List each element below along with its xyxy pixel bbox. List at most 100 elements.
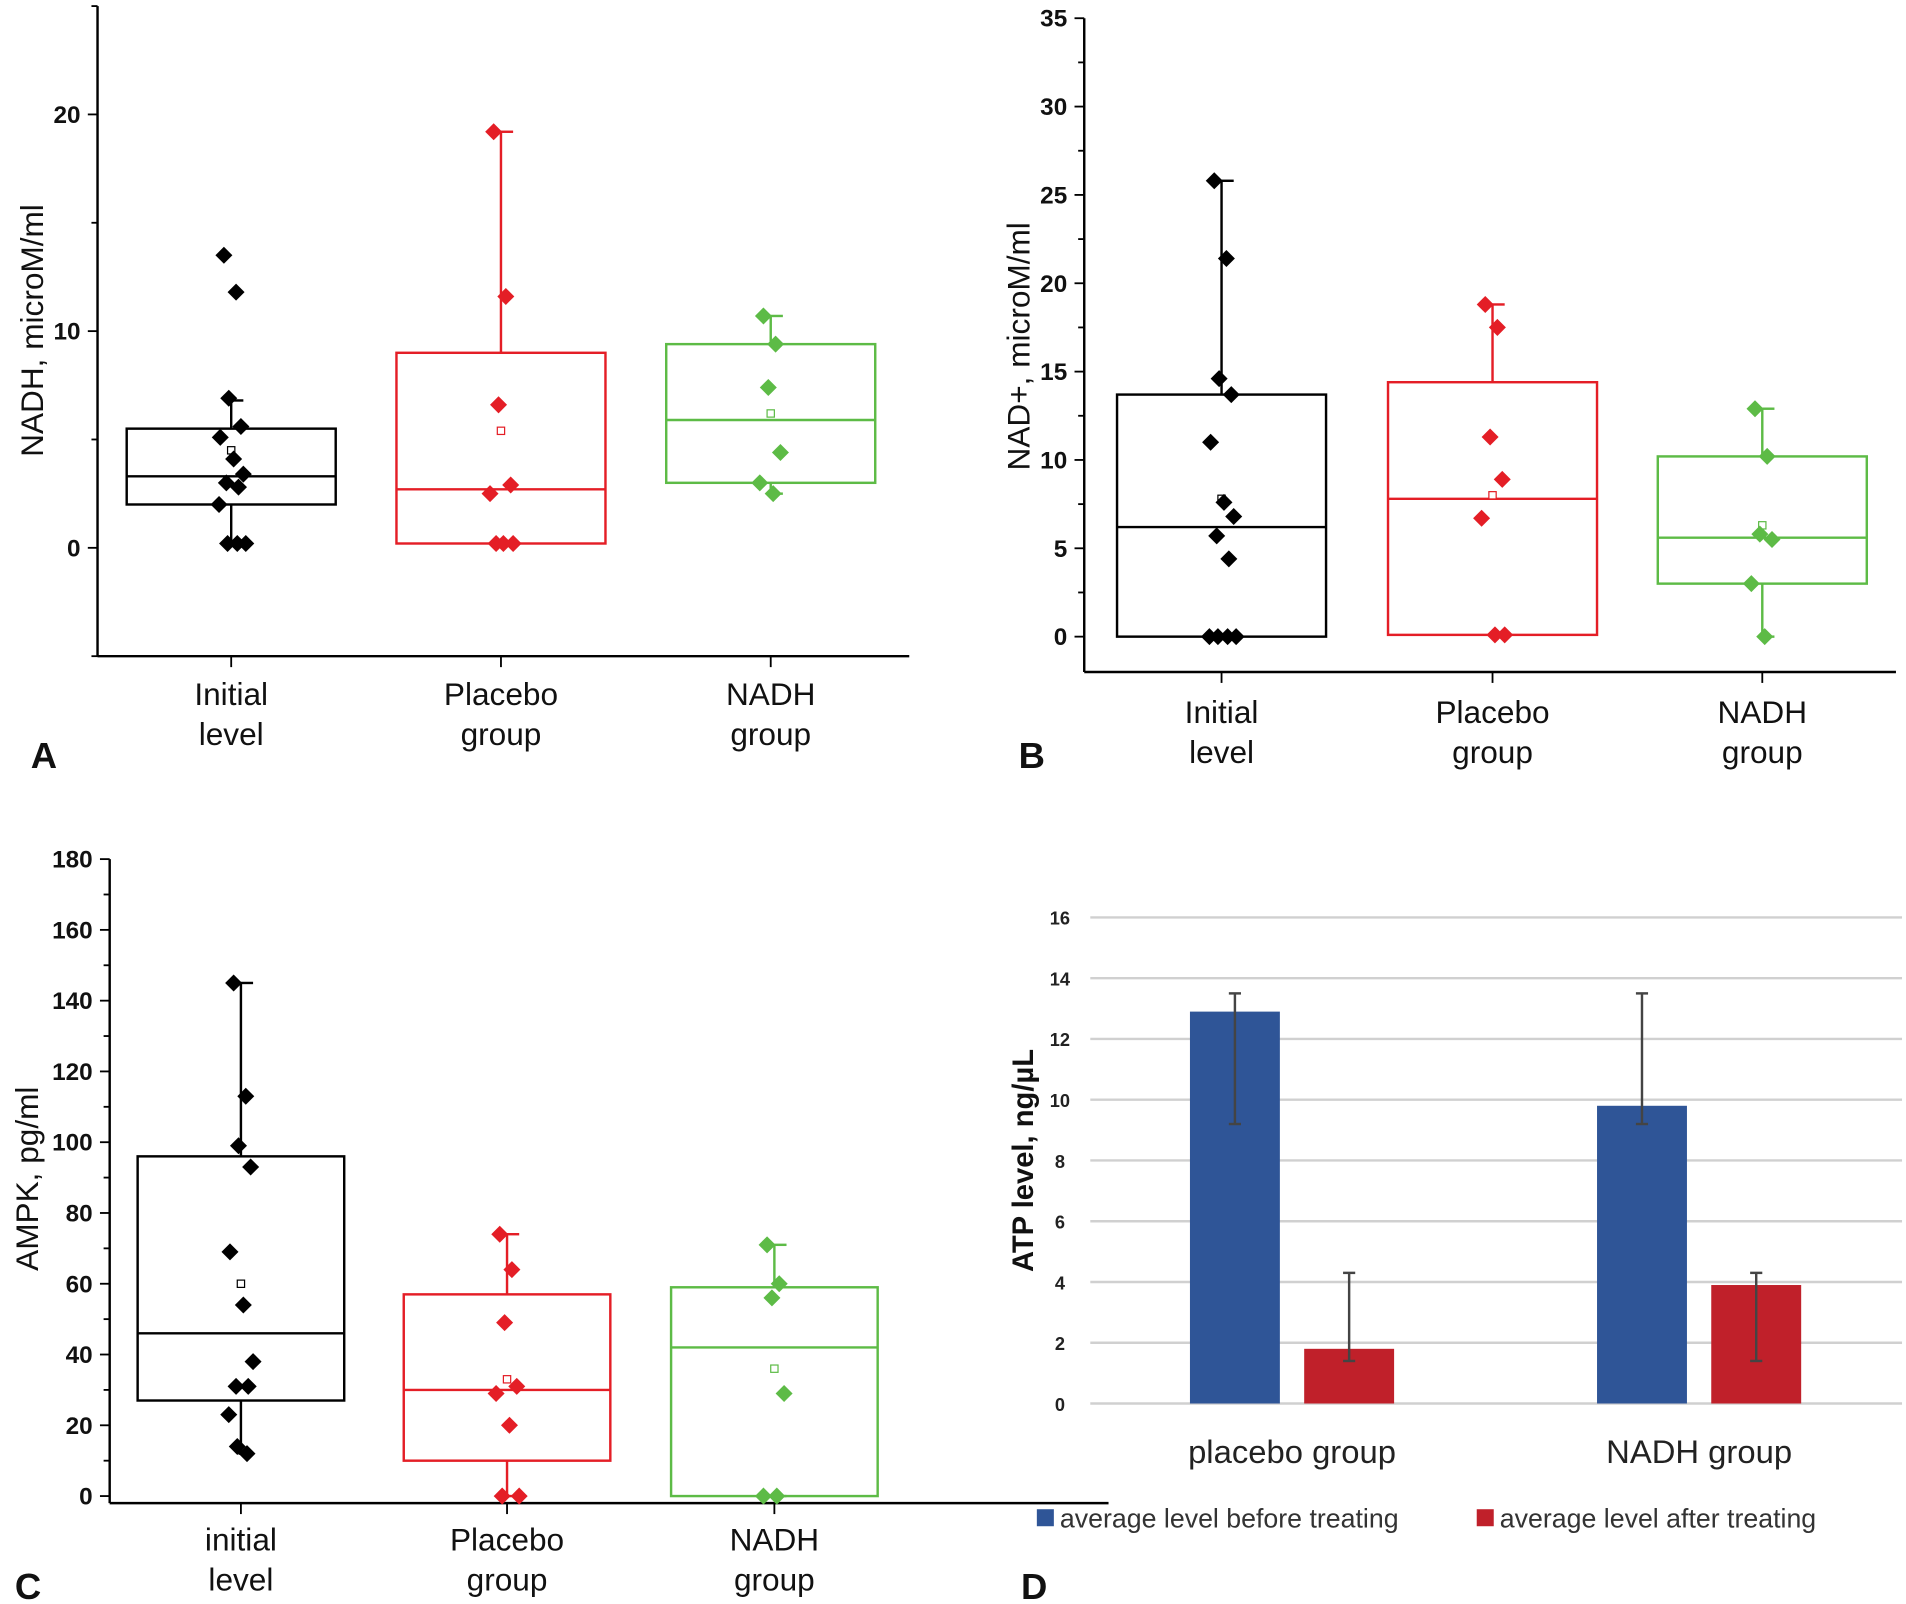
iqr-box	[1386, 380, 1599, 637]
data-point	[229, 1137, 247, 1155]
data-point	[1746, 400, 1764, 418]
mean-marker	[1488, 491, 1497, 500]
panel-letter: A	[31, 735, 57, 776]
data-point	[1486, 626, 1504, 644]
y-tick-label: 20	[66, 1413, 93, 1440]
iqr-box	[1656, 455, 1869, 585]
y-axis-label: NAD+, microM/ml	[1001, 222, 1037, 470]
data-point	[1215, 493, 1233, 511]
y-tick-label: 180	[52, 847, 93, 874]
y-tick-label: 30	[1040, 94, 1067, 121]
data-point	[210, 495, 228, 513]
data-point	[764, 485, 782, 503]
data-point	[1202, 433, 1220, 451]
x-category-label: Initial	[194, 676, 268, 712]
data-point	[763, 1289, 781, 1307]
x-category-label: Placebo	[1435, 694, 1549, 730]
y-tick-label: 10	[1050, 1091, 1070, 1111]
data-point	[211, 428, 229, 446]
bar	[1597, 1105, 1687, 1404]
data-point	[1488, 318, 1506, 336]
data-point	[500, 1416, 518, 1434]
data-point	[232, 417, 250, 435]
box-3	[669, 1236, 879, 1505]
data-point	[1756, 628, 1774, 646]
y-tick-label: 120	[52, 1059, 93, 1086]
data-point	[227, 1377, 245, 1395]
data-point	[1222, 386, 1240, 404]
data-point	[238, 1445, 256, 1463]
legend-swatch	[1036, 1509, 1054, 1527]
panel-letter: D	[1021, 1566, 1047, 1604]
legend-swatch	[1476, 1509, 1494, 1527]
iqr-box	[125, 427, 337, 506]
panel-a: 0 10 20 NADH, microM/ml Initial level Placebo g…	[14, 5, 910, 776]
data-point	[770, 1275, 788, 1293]
y-tick-label: 2	[1055, 1334, 1065, 1354]
data-point	[487, 1384, 505, 1402]
mean-marker	[766, 409, 775, 418]
data-point	[775, 1384, 793, 1402]
data-point	[1476, 295, 1494, 313]
data-point	[758, 1236, 776, 1254]
data-point	[244, 1353, 262, 1371]
box-2	[395, 123, 607, 553]
x-category-label: NADH	[1718, 694, 1807, 730]
x-category-label: level	[199, 716, 264, 752]
data-point	[219, 534, 237, 553]
data-point	[1210, 370, 1228, 388]
data-point	[493, 1487, 511, 1505]
x-category-label: NADH	[730, 1522, 819, 1558]
y-tick-label: 25	[1040, 182, 1067, 209]
legend-label: average level before treating	[1060, 1503, 1399, 1533]
legend-label: average level after treating	[1500, 1503, 1816, 1533]
x-category-label: initial	[205, 1522, 277, 1558]
panel-letter: B	[1019, 735, 1045, 776]
mean-marker	[502, 1375, 512, 1384]
x-category-label: Placebo	[444, 676, 558, 712]
iqr-box	[669, 1286, 879, 1498]
data-point	[487, 534, 505, 553]
data-point	[1473, 509, 1491, 527]
x-category-label: group	[1722, 734, 1803, 770]
mean-marker	[236, 1279, 246, 1289]
data-point	[771, 443, 789, 461]
x-category-label: level	[208, 1562, 273, 1598]
y-tick-label: 4	[1055, 1273, 1066, 1293]
y-tick-label: 10	[53, 319, 80, 346]
y-tick-label: 0	[1054, 624, 1068, 651]
y-tick-label: 160	[52, 917, 93, 944]
data-point	[491, 1225, 509, 1243]
x-category-label: group	[730, 716, 811, 752]
data-point	[1220, 550, 1238, 568]
y-axis-label: AMPK, pg/ml	[9, 1087, 45, 1271]
box-1	[125, 246, 337, 553]
y-tick-label: 20	[1040, 271, 1067, 298]
data-point	[234, 1296, 252, 1314]
data-point	[1208, 527, 1226, 545]
y-tick-label: 6	[1055, 1213, 1065, 1233]
data-point	[502, 476, 520, 494]
x-category-label: placebo group	[1188, 1433, 1396, 1470]
iqr-box	[136, 1155, 346, 1402]
box-3	[1656, 400, 1869, 646]
y-tick-label: 5	[1054, 536, 1068, 563]
data-point	[485, 123, 503, 141]
data-point	[496, 1314, 514, 1332]
data-point	[234, 465, 252, 483]
y-tick-label: 40	[66, 1342, 93, 1369]
y-axis-label: NADH, microM/ml	[14, 204, 50, 457]
x-category-label: group	[734, 1562, 815, 1598]
data-point	[504, 534, 522, 553]
box-2	[1386, 295, 1599, 644]
data-point	[508, 1377, 526, 1395]
y-tick-label: 0	[1055, 1395, 1065, 1415]
data-point	[510, 1487, 528, 1505]
y-tick-label: 0	[79, 1484, 93, 1511]
x-category-label: group	[461, 716, 542, 752]
y-tick-label: 8	[1055, 1152, 1065, 1172]
mean-marker	[496, 426, 506, 436]
panel-b: 0 5 10 15 20 25 30 35 NAD+, microM/ml Initial leve…	[1001, 6, 1896, 776]
data-point	[242, 1158, 260, 1176]
